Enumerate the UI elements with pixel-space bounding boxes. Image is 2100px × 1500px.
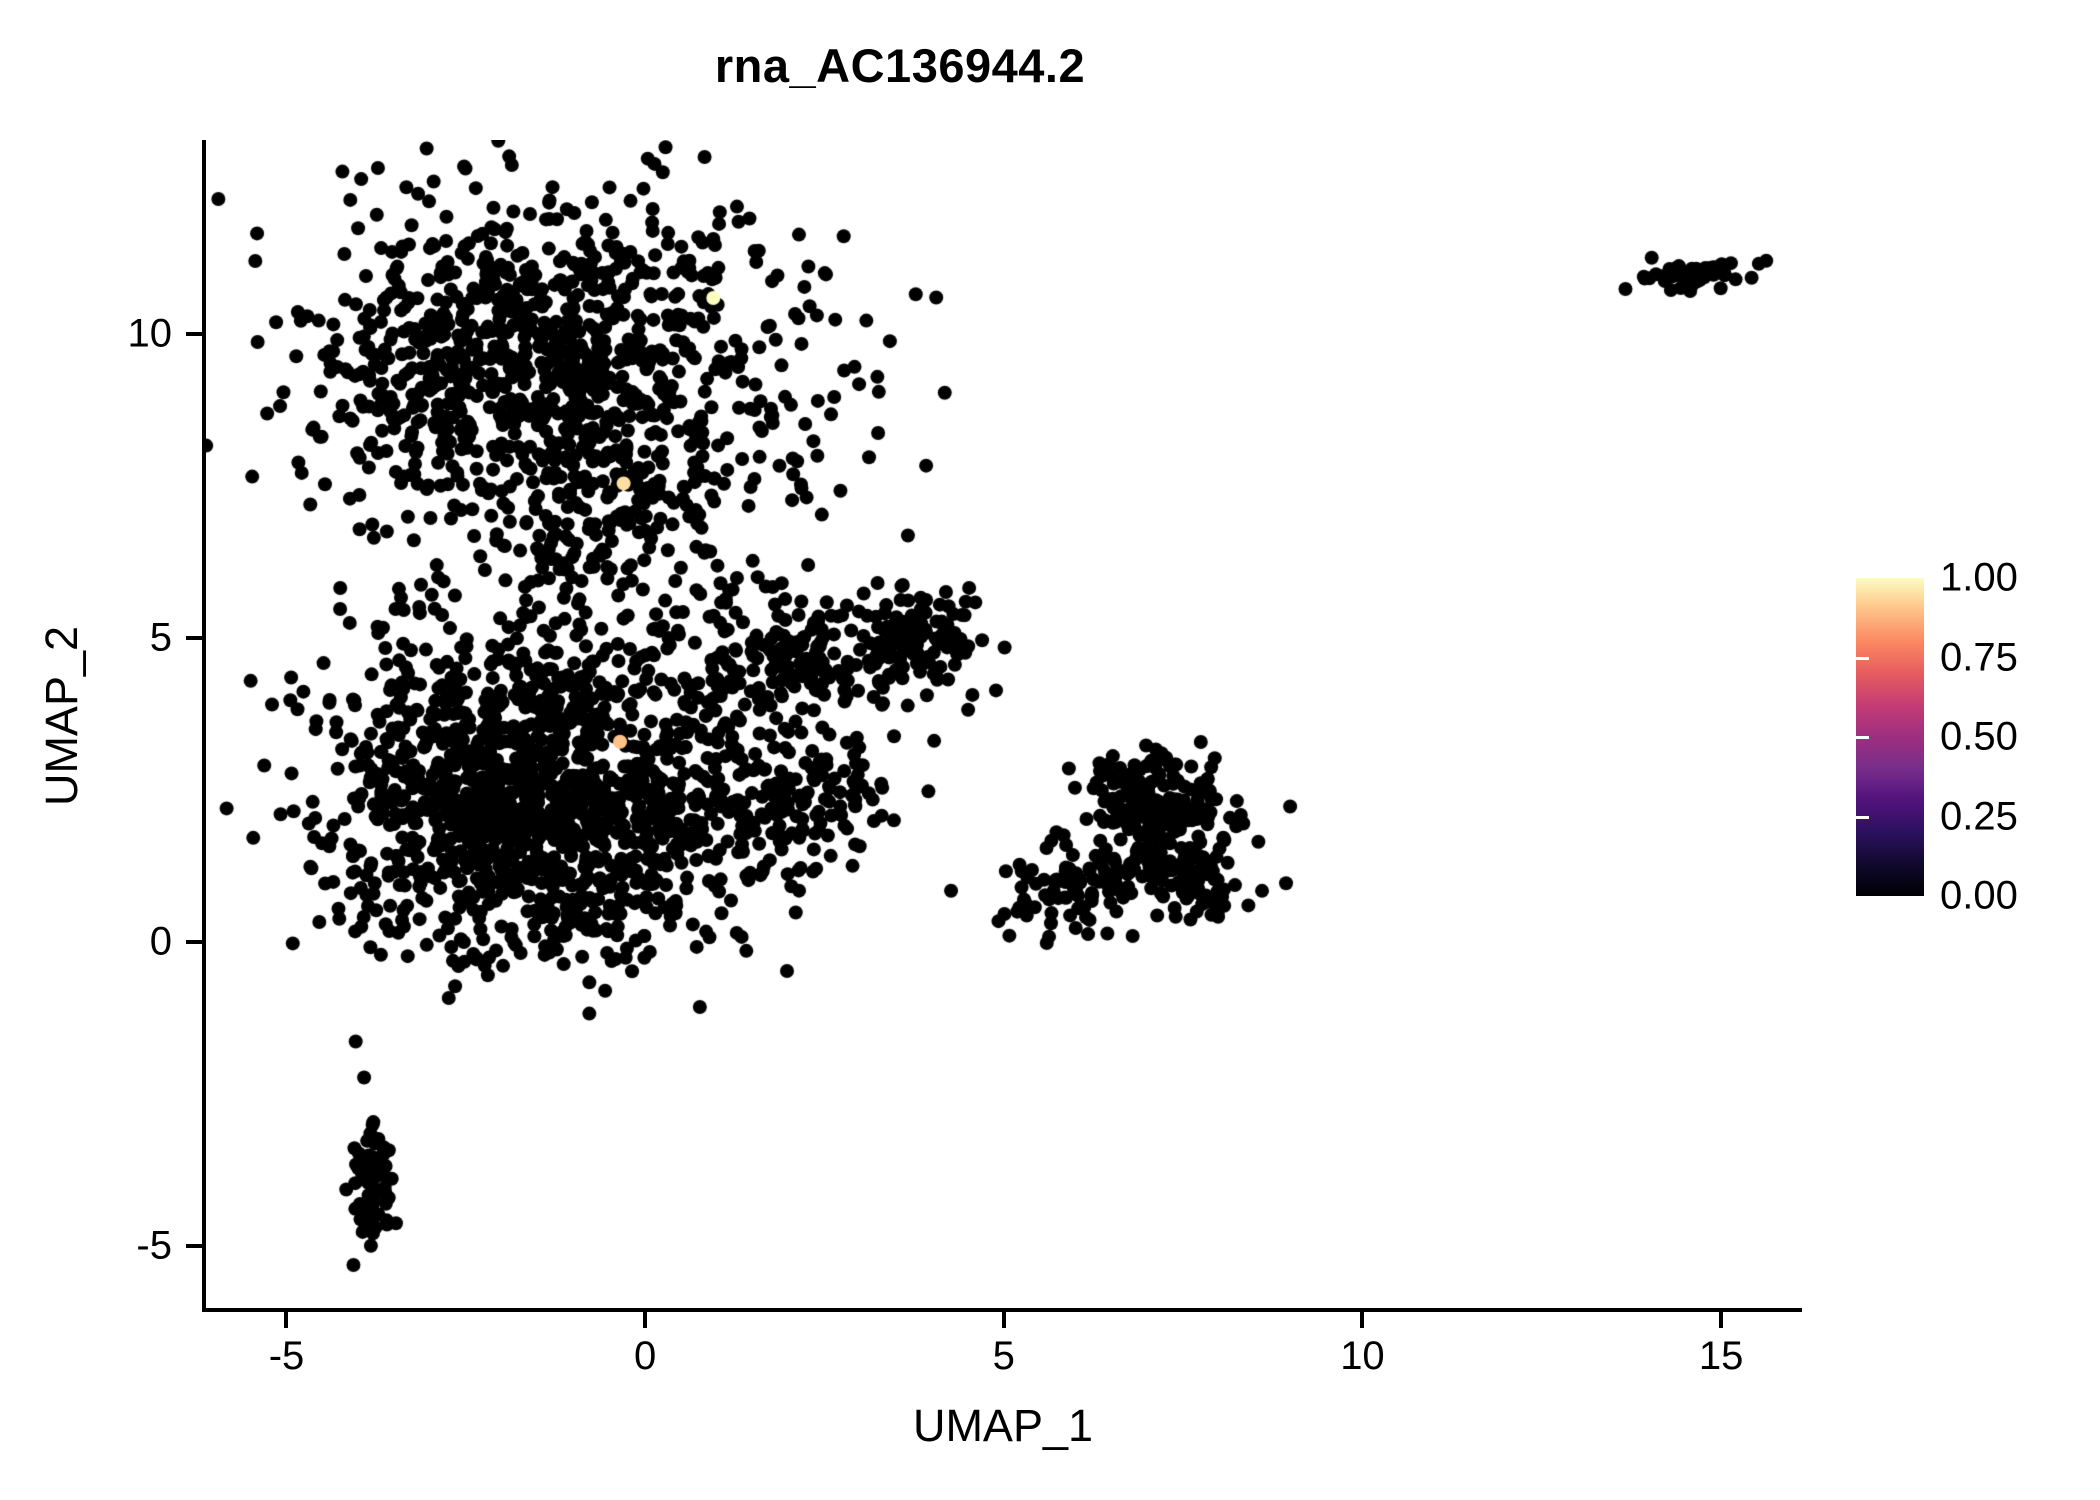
plot-panel <box>204 140 1800 1310</box>
y-tick-label: -5 <box>136 1223 172 1268</box>
y-axis-line <box>202 140 206 1312</box>
page-title: rna_AC136944.2 <box>714 39 1086 92</box>
x-tick-label: 5 <box>992 1334 1015 1378</box>
colorbar-legend: 0.00 0.25 0.50 0.75 1.00 <box>1856 556 2066 918</box>
colorbar-tick-mark <box>1856 656 1869 660</box>
x-tick-mark <box>1001 1312 1006 1328</box>
colorbar-tick-label: 0.50 <box>1940 714 2018 759</box>
x-axis-label: UMAP_1 <box>912 1400 1094 1451</box>
colorbar-tick-mark <box>2053 656 2066 660</box>
y-tick-mark <box>186 636 202 641</box>
colorbar-tick-label: 0.75 <box>1940 635 2018 679</box>
colorbar-tick-mark <box>1856 815 1869 819</box>
x-tick-mark <box>643 1312 648 1328</box>
x-tick-mark <box>1719 1312 1724 1328</box>
y-tick-mark <box>186 1244 202 1249</box>
colorbar-tick-mark <box>1856 736 1869 739</box>
x-tick-label: -5 <box>268 1334 305 1378</box>
scatter-points-layer <box>204 140 1800 1310</box>
y-tick-mark <box>186 332 202 337</box>
y-tick-label: 5 <box>149 615 172 660</box>
colorbar-tick-mark <box>2053 815 2066 819</box>
colorbar-tick-label: 1.00 <box>1940 555 2018 600</box>
x-tick-label: 0 <box>634 1334 657 1378</box>
y-tick-label: 10 <box>127 311 173 356</box>
x-tick-mark <box>284 1312 289 1328</box>
x-axis-line <box>202 1308 1802 1312</box>
colorbar-tick-label: 0.00 <box>1940 873 2018 918</box>
y-tick-mark <box>186 940 202 945</box>
x-tick-mark <box>1360 1312 1365 1328</box>
y-axis-label: UMAP_2 <box>36 625 87 807</box>
colorbar-tick-mark <box>2053 736 2066 739</box>
x-tick-label: 15 <box>1698 1334 1744 1378</box>
y-tick-label: 0 <box>149 919 172 964</box>
x-tick-label: 10 <box>1340 1334 1385 1378</box>
colorbar-tick-label: 0.25 <box>1940 794 2018 838</box>
